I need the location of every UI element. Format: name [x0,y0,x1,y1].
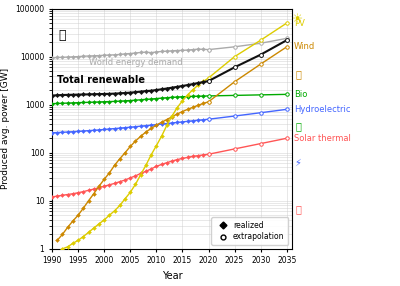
Text: Wind: Wind [294,42,315,51]
Text: World energy demand: World energy demand [88,58,182,67]
Text: 🌍: 🌍 [59,29,66,42]
X-axis label: Year: Year [162,271,182,281]
Text: Solar thermal: Solar thermal [294,134,351,143]
Text: 🔴: 🔴 [295,204,301,214]
Text: 🌬: 🌬 [295,69,301,79]
Text: PV: PV [294,19,305,27]
Text: Hydroelectric: Hydroelectric [294,105,350,114]
Y-axis label: Produced avg. power [GW]: Produced avg. power [GW] [1,68,10,189]
Text: Bio: Bio [294,90,307,99]
Text: ☀: ☀ [292,13,304,27]
Text: ⚡: ⚡ [294,158,302,168]
Text: 🌿: 🌿 [295,121,301,131]
Legend: realized, extrapolation: realized, extrapolation [212,217,288,245]
Text: Total renewable: Total renewable [57,76,145,86]
